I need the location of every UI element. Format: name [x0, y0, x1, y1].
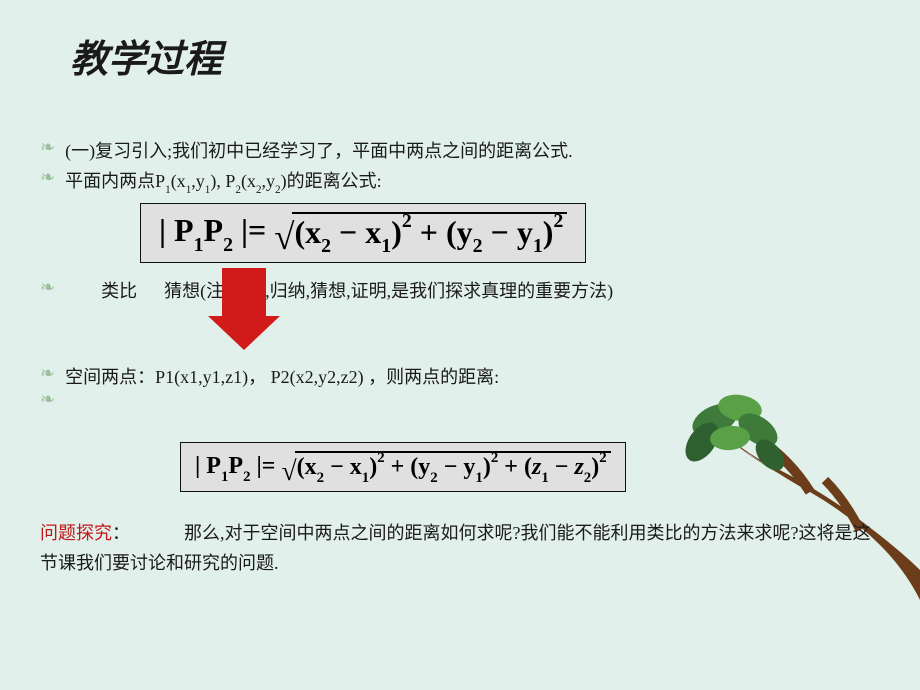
- bullet-icon: ❧: [40, 389, 55, 410]
- explore-body: 那么,对于空间中两点之间的距离如何求呢?我们能不能利用类比的方法来求呢?这将是这…: [40, 523, 870, 574]
- analogy-text: 类比 猜想(注:类比,归纳,猜想,证明,是我们探求真理的重要方法): [65, 277, 613, 303]
- bullet-empty: ❧: [40, 389, 880, 410]
- bullet-analogy: ❧ 类比 猜想(注:类比,归纳,猜想,证明,是我们探求真理的重要方法): [40, 277, 880, 303]
- intro-text: (一)复习引入;我们初中已经学习了，平面中两点之间的距离公式.: [65, 137, 573, 163]
- bullet-icon: ❧: [40, 167, 55, 188]
- space-distance-formula: | P1P2 |= √ (x2 − x1)2 + (y2 − y1)2 + (z…: [180, 442, 626, 492]
- bullet-icon: ❧: [40, 137, 55, 158]
- space-points-text: 空间两点：P1(x1,y1,z1)， P2(x2,y2,z2) ，则两点的距离:: [65, 363, 499, 389]
- explore-block: 问题探究： 那么,对于空间中两点之间的距离如何求呢?我们能不能利用类比的方法来求…: [40, 518, 880, 579]
- bullet-space-points: ❧ 空间两点：P1(x1,y1,z1)， P2(x2,y2,z2) ，则两点的距…: [40, 363, 880, 389]
- bullet-plane-points: ❧ 平面内两点P1(x1,y1), P2(x2,y2)的距离公式:: [40, 167, 880, 195]
- down-arrow-icon: [222, 268, 280, 350]
- bullet-icon: ❧: [40, 363, 55, 384]
- plane-points-text: 平面内两点P1(x1,y1), P2(x2,y2)的距离公式:: [65, 167, 382, 195]
- plane-distance-formula: | P1P2 |= √ (x2 − x1)2 + (y2 − y1)2: [140, 203, 586, 263]
- bullet-intro: ❧ (一)复习引入;我们初中已经学习了，平面中两点之间的距离公式.: [40, 137, 880, 163]
- explore-label: 问题探究: [40, 523, 112, 543]
- sqrt-icon: √: [274, 219, 294, 256]
- bullet-icon: ❧: [40, 277, 55, 298]
- page-title: 教学过程: [70, 28, 880, 83]
